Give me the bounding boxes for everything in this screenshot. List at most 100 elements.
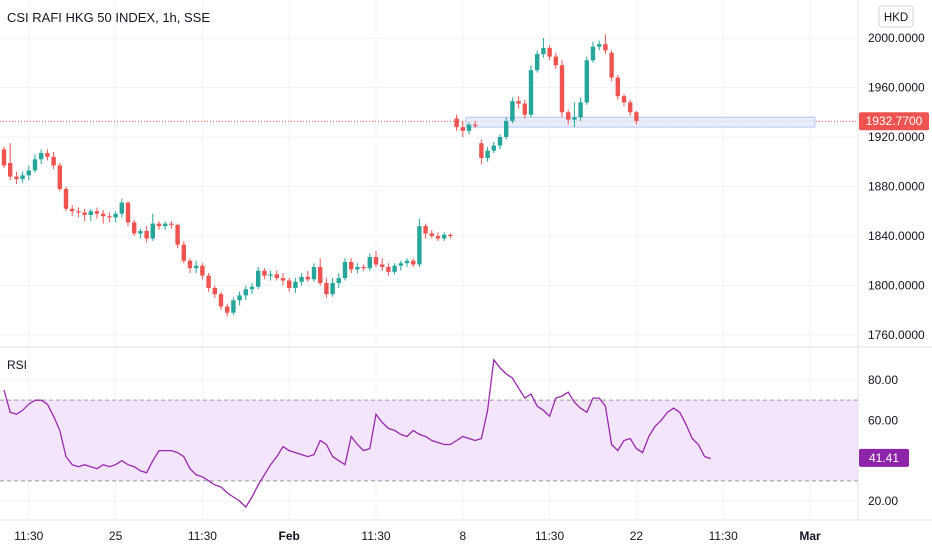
candle-body (442, 234, 447, 239)
candle-body (45, 153, 50, 157)
candle-body (479, 143, 484, 159)
candle-body (404, 260, 410, 264)
candle (466, 122, 472, 135)
candle (194, 260, 199, 274)
candle-body (584, 60, 589, 103)
rsi-last-value: 41.41 (869, 451, 899, 465)
candle (311, 263, 317, 282)
candle (305, 270, 310, 282)
candle-body (597, 44, 602, 47)
candle (249, 283, 255, 295)
candle-body (628, 102, 633, 113)
candle (398, 260, 403, 271)
candle (107, 212, 112, 223)
candle (101, 210, 106, 224)
candle-body (528, 70, 534, 115)
price-tick-label: 1880.0000 (868, 180, 925, 194)
candle-body (82, 212, 87, 215)
candle-body (101, 213, 106, 217)
price-tick-label: 1960.0000 (868, 81, 925, 95)
candle-body (311, 266, 317, 280)
candle (181, 240, 186, 264)
candle (373, 250, 379, 267)
candle (597, 40, 602, 51)
candle (138, 228, 143, 239)
candle-body (454, 118, 459, 128)
candle (609, 50, 614, 82)
time-tick-label: 11:30 (709, 529, 738, 543)
candle (218, 291, 224, 311)
candle (88, 208, 93, 222)
candle (324, 278, 329, 298)
candle-body (156, 223, 162, 227)
candle-body (342, 261, 348, 279)
candle-body (491, 145, 496, 151)
time-tick-label: 11:30 (188, 529, 217, 543)
candle-body (318, 266, 323, 284)
candle-body (299, 276, 304, 282)
candle-body (497, 137, 503, 146)
candle-body (138, 231, 143, 234)
candle (491, 141, 496, 154)
price-axis[interactable]: 2000.0000 1960.0000 1920.0000 1880.0000 1840… (868, 31, 925, 342)
time-tick-label: 11:30 (535, 529, 564, 543)
candle (423, 223, 428, 239)
candle-body (51, 156, 56, 166)
currency-button[interactable]: HKD (878, 5, 914, 28)
candle-body (26, 170, 31, 176)
candle (231, 297, 236, 316)
candle (355, 263, 360, 274)
candle-body (119, 202, 124, 214)
candle (256, 266, 261, 290)
last-price-value: 1932.7700 (866, 114, 923, 128)
candle (280, 273, 286, 286)
price-pane[interactable] (0, 34, 858, 317)
candle-body (411, 260, 416, 265)
candle (572, 102, 577, 128)
candle (144, 226, 149, 243)
candle (94, 207, 100, 219)
candle (454, 114, 459, 131)
time-tick-label: 22 (630, 529, 644, 543)
candle (330, 278, 335, 297)
candle (119, 198, 124, 218)
candle-body (578, 102, 583, 118)
candle-body (194, 265, 199, 269)
candle (628, 99, 633, 116)
candle-body (392, 265, 397, 272)
candle-body (541, 47, 546, 55)
candle-body (336, 278, 341, 284)
candle-body (330, 283, 335, 295)
candle (268, 270, 273, 281)
time-tick-label: 25 (109, 529, 123, 543)
candle-body (349, 261, 354, 270)
candle (113, 211, 118, 223)
candle (51, 151, 56, 170)
candle (212, 285, 217, 298)
candle (435, 232, 441, 241)
candle (39, 149, 44, 165)
candle-body (535, 54, 540, 71)
time-tick-label: 11:30 (14, 529, 43, 543)
price-tick-label: 1840.0000 (868, 229, 925, 243)
candle (442, 232, 447, 241)
candle (559, 60, 565, 118)
candle-body (324, 283, 329, 295)
candle (473, 120, 478, 129)
candle (299, 273, 304, 286)
candle-body (63, 188, 69, 209)
candle-body (386, 266, 391, 272)
candle (634, 111, 639, 125)
candle-body (280, 278, 286, 281)
candle-body (435, 236, 441, 239)
rsi-pane[interactable]: RSI (0, 358, 858, 509)
candle (1, 146, 7, 168)
candle (150, 213, 155, 241)
candle-body (473, 124, 478, 126)
candle (156, 221, 162, 230)
candle-body (293, 281, 298, 288)
candle (485, 146, 490, 162)
time-axis[interactable]: 11:30 25 11:30 Feb 11:30 8 11:30 22 11:30 Mar (14, 529, 821, 543)
candle (504, 117, 509, 140)
